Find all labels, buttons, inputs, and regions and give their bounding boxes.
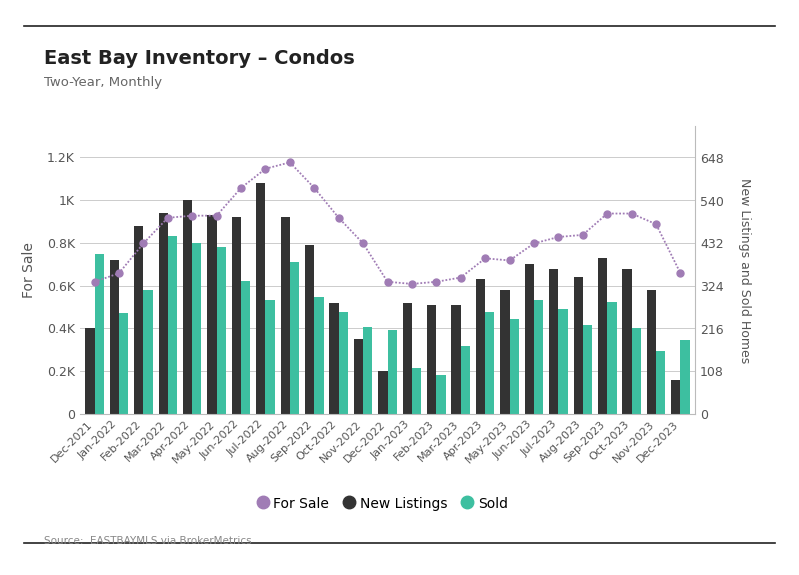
Bar: [559, 309, 567, 414]
Bar: [500, 290, 510, 414]
Bar: [232, 217, 241, 414]
Bar: [598, 258, 607, 414]
For Sale: [89, 278, 99, 285]
Bar: [534, 300, 543, 414]
For Sale: [676, 270, 686, 277]
For Sale: [358, 240, 368, 247]
Bar: [94, 254, 104, 414]
For Sale: [237, 185, 246, 191]
Bar: [314, 297, 324, 414]
For Sale: [163, 214, 173, 221]
Bar: [134, 226, 143, 414]
Bar: [241, 281, 250, 414]
Bar: [388, 329, 397, 414]
Bar: [354, 339, 363, 414]
For Sale: [114, 270, 124, 277]
Bar: [622, 269, 632, 414]
Bar: [217, 247, 226, 414]
Bar: [574, 277, 582, 414]
Bar: [632, 328, 641, 414]
Bar: [183, 200, 193, 414]
Bar: [193, 243, 201, 414]
Bar: [208, 215, 217, 414]
Bar: [256, 183, 265, 414]
For Sale: [138, 240, 148, 247]
Bar: [451, 305, 461, 414]
For Sale: [602, 210, 612, 217]
For Sale: [554, 233, 563, 240]
For Sale: [651, 221, 661, 228]
Bar: [525, 264, 534, 414]
Bar: [412, 368, 421, 414]
Bar: [143, 290, 153, 414]
For Sale: [309, 185, 319, 191]
Bar: [329, 303, 339, 414]
For Sale: [188, 212, 197, 219]
Line: For Sale: For Sale: [91, 159, 684, 288]
For Sale: [383, 278, 392, 285]
Bar: [305, 245, 314, 414]
Bar: [582, 325, 592, 414]
Bar: [461, 346, 470, 414]
Text: Source:  EASTBAYMLS via BrokerMetrics: Source: EASTBAYMLS via BrokerMetrics: [44, 536, 252, 546]
Text: East Bay Inventory – Condos: East Bay Inventory – Condos: [44, 49, 355, 68]
For Sale: [456, 274, 466, 281]
Y-axis label: New Listings and Sold Homes: New Listings and Sold Homes: [737, 178, 751, 363]
Bar: [485, 312, 495, 414]
Bar: [476, 279, 485, 414]
Bar: [646, 290, 656, 414]
For Sale: [285, 159, 295, 166]
Bar: [427, 305, 436, 414]
Bar: [168, 236, 177, 414]
Bar: [378, 371, 388, 414]
Bar: [607, 302, 617, 414]
Bar: [85, 328, 94, 414]
Bar: [109, 260, 119, 414]
Bar: [671, 380, 681, 414]
Bar: [549, 269, 559, 414]
Bar: [265, 300, 275, 414]
For Sale: [505, 257, 515, 264]
Bar: [363, 327, 372, 414]
For Sale: [431, 278, 441, 285]
Bar: [339, 312, 348, 414]
For Sale: [627, 210, 637, 217]
Bar: [290, 262, 299, 414]
For Sale: [578, 231, 587, 238]
Bar: [403, 303, 412, 414]
Bar: [280, 217, 290, 414]
For Sale: [212, 212, 221, 219]
For Sale: [407, 281, 417, 288]
For Sale: [260, 165, 270, 172]
Text: Two-Year, Monthly: Two-Year, Monthly: [44, 76, 162, 89]
Bar: [158, 213, 168, 414]
For Sale: [480, 255, 490, 262]
For Sale: [529, 240, 539, 247]
Legend: For Sale, New Listings, Sold: For Sale, New Listings, Sold: [254, 491, 513, 516]
Bar: [436, 375, 446, 414]
Y-axis label: For Sale: For Sale: [22, 242, 36, 298]
Bar: [510, 319, 519, 414]
Bar: [681, 340, 690, 414]
For Sale: [334, 214, 344, 221]
Bar: [656, 351, 666, 414]
Bar: [119, 313, 129, 414]
